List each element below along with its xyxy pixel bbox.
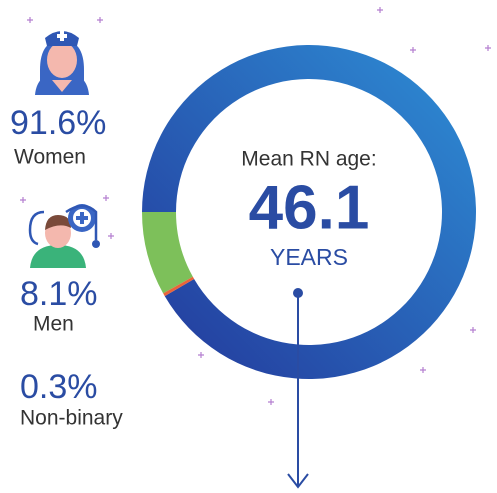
- sparkles: [20, 7, 491, 405]
- donut: [142, 44, 476, 379]
- arrow: [287, 288, 309, 489]
- donut-segment: [142, 212, 193, 294]
- center-label: Mean RN age:: [241, 148, 376, 171]
- category-label: Men: [33, 313, 74, 336]
- value-label: 0.3%: [20, 368, 98, 406]
- value-label: 8.1%: [20, 275, 98, 313]
- center-value: 46.1: [249, 173, 370, 242]
- donut-segment: [163, 276, 195, 297]
- center-unit: YEARS: [270, 244, 348, 270]
- category-label: Women: [14, 146, 86, 169]
- value-label: 91.6%: [10, 104, 106, 142]
- legend: 91.6% Women 8.1%Men 0.3%Non-binary: [10, 104, 123, 430]
- doctor-icon: [28, 204, 100, 268]
- category-label: Non-binary: [20, 407, 123, 430]
- nurse-icon: [35, 31, 89, 95]
